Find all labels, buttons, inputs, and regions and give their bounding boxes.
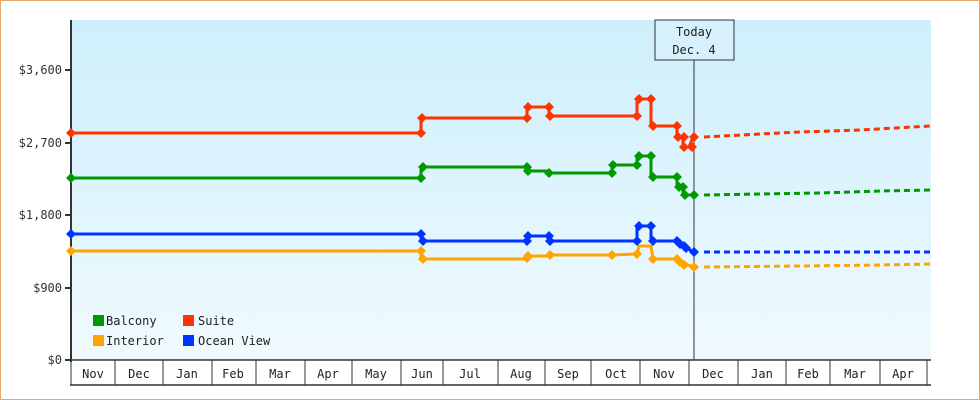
legend-item-interior[interactable]: Interior (93, 334, 164, 348)
ocean-view-swatch-icon (183, 335, 194, 346)
today-label-box (654, 19, 735, 61)
x-tick-label: Dec (128, 367, 150, 381)
today-marker: Today Dec. 4 (654, 19, 735, 360)
x-tick-label: Jan (751, 367, 773, 381)
legend-item-suite[interactable]: Suite (183, 314, 234, 328)
y-tick-label: $3,600 (19, 63, 62, 77)
x-tick-label: Feb (797, 367, 819, 381)
x-tick-label: Mar (269, 367, 291, 381)
x-tick-label: Sep (557, 367, 579, 381)
legend-item-ocean-view[interactable]: Ocean View (183, 334, 271, 348)
x-tick-label: May (365, 367, 387, 381)
today-date: Dec. 4 (672, 43, 715, 57)
legend-label: Balcony (106, 314, 157, 328)
x-tick-label: Apr (317, 367, 339, 381)
series-ocean-view (66, 221, 930, 260)
series-balcony (66, 151, 931, 200)
suite-swatch-icon (183, 315, 194, 326)
plot-area (71, 20, 931, 360)
x-tick-label: Jan (176, 367, 198, 381)
x-tick-label: Dec (702, 367, 724, 381)
legend: Balcony Suite Interior Ocean View (93, 314, 271, 348)
today-label: Today (676, 25, 712, 39)
x-tick-label: Jul (459, 367, 481, 381)
legend-label: Ocean View (198, 334, 271, 348)
y-tick-label: $1,800 (19, 208, 62, 222)
x-tick-label: Jun (411, 367, 433, 381)
y-tick-label: $2,700 (19, 136, 62, 150)
x-tick-label: Nov (82, 367, 104, 381)
x-tick-label: Mar (844, 367, 866, 381)
y-ticks: $0 $900 $1,800 $2,700 $3,600 (19, 63, 71, 367)
x-tick-label: Oct (605, 367, 627, 381)
legend-item-balcony[interactable]: Balcony (93, 314, 157, 328)
legend-label: Interior (106, 334, 164, 348)
x-tick-label: Nov (653, 367, 675, 381)
y-tick-label: $900 (33, 281, 62, 295)
x-tick-label: Apr (892, 367, 914, 381)
series-interior (66, 246, 931, 272)
x-tick-label: Feb (222, 367, 244, 381)
x-axis: Nov Dec Jan Feb Mar Apr May Jun Jul Aug … (70, 359, 931, 386)
series-suite (66, 94, 931, 152)
legend-label: Suite (198, 314, 234, 328)
balcony-swatch-icon (93, 315, 104, 326)
y-tick-label: $0 (48, 353, 62, 367)
interior-swatch-icon (93, 335, 104, 346)
x-tick-label: Aug (510, 367, 532, 381)
